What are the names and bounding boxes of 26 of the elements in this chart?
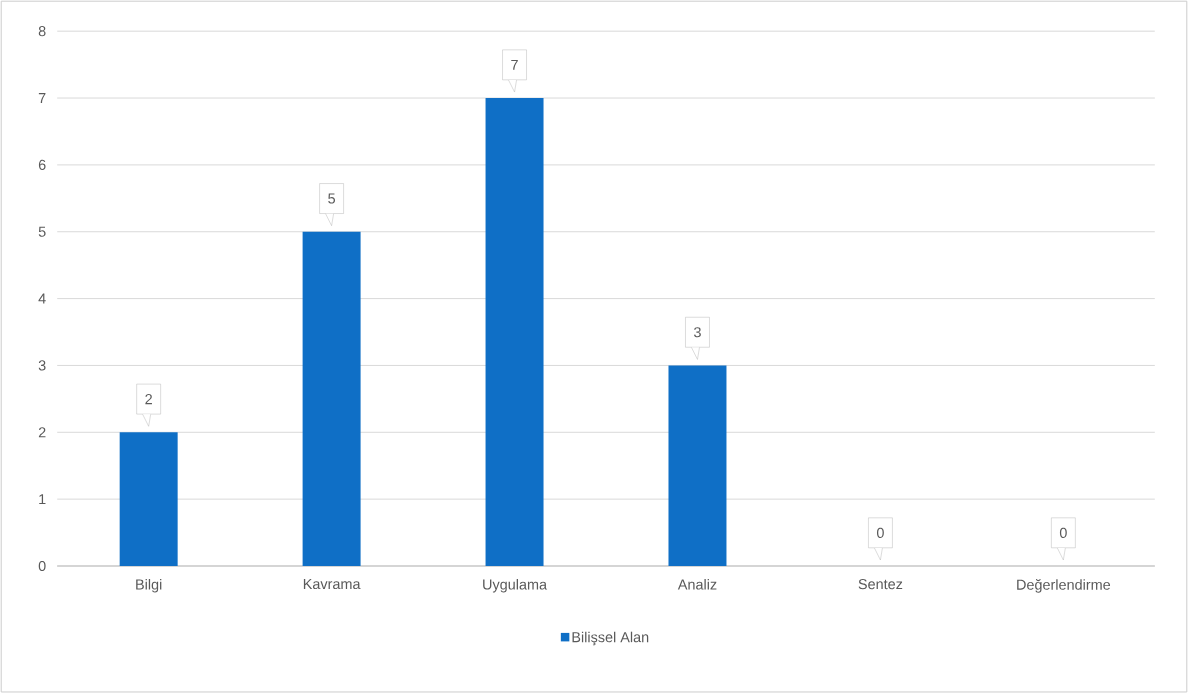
x-tick-label: Kavrama — [303, 578, 361, 590]
y-tick-label: 1 — [39, 494, 46, 505]
x-tick-label: Bilgi — [136, 578, 162, 593]
y-tick-label: 7 — [38, 92, 46, 103]
x-tick-label: Değerlendirme — [1017, 578, 1111, 593]
data-label: 2 — [145, 393, 152, 405]
data-label: 0 — [876, 527, 884, 538]
data-label: 3 — [694, 327, 701, 338]
y-tick-label: 4 — [38, 293, 46, 304]
data-label: 7 — [511, 59, 518, 70]
x-tick-label: Uygulama — [483, 578, 548, 593]
y-tick-label: 6 — [38, 159, 46, 170]
data-label: 5 — [328, 193, 336, 204]
y-tick-label: 0 — [38, 560, 46, 572]
bar — [485, 97, 544, 566]
data-label: 0 — [1059, 527, 1067, 538]
y-tick-label: 5 — [38, 226, 46, 237]
y-tick-label: 3 — [38, 360, 46, 371]
y-tick-label: 2 — [38, 427, 46, 438]
bar — [668, 365, 727, 566]
bar — [119, 432, 178, 566]
bar — [302, 231, 361, 566]
legend-label: Bilişsel Alan — [572, 631, 649, 646]
y-tick-label: 8 — [38, 25, 46, 37]
x-tick-label: Sentez — [858, 578, 903, 590]
x-tick-label: Analiz — [677, 578, 717, 590]
